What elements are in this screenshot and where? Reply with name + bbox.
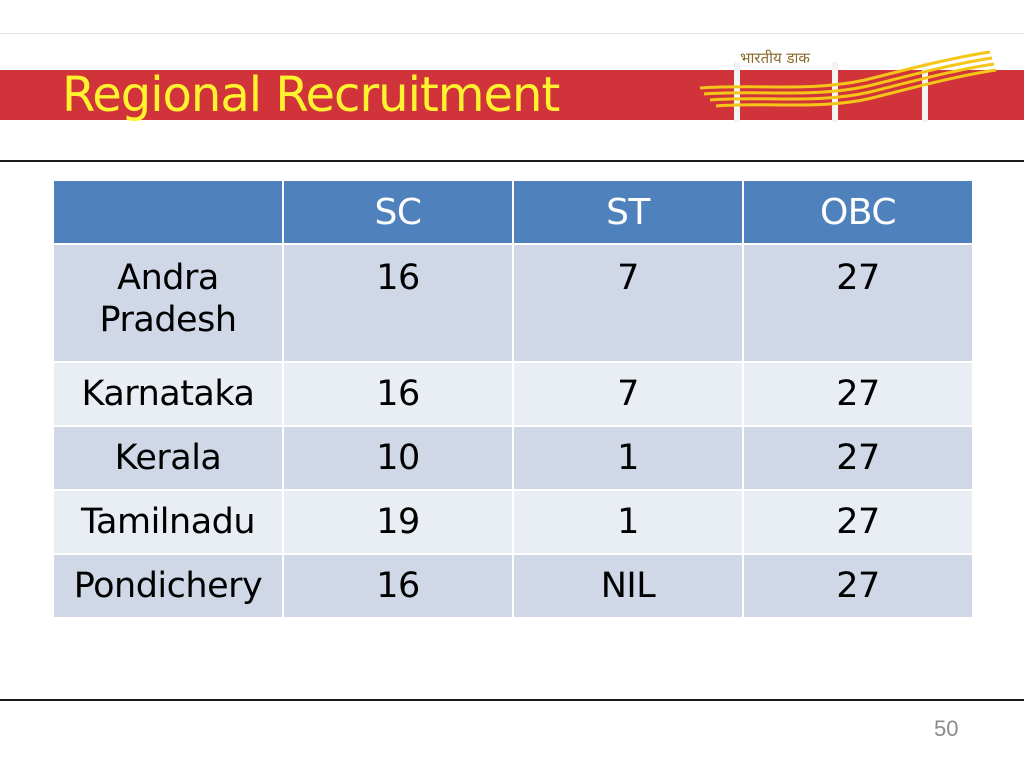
table-row: Pondichery 16 NIL 27	[52, 553, 974, 619]
cell-obc: 27	[742, 553, 974, 619]
header-divider	[0, 160, 1024, 162]
table-row: Karnataka 16 7 27	[52, 361, 974, 427]
row-region: Andra Pradesh	[52, 243, 284, 363]
logo-hindi-text: भारतीय डाक	[740, 49, 810, 67]
india-post-logo-icon	[699, 50, 997, 122]
cell-sc: 16	[282, 553, 514, 619]
row-region: Kerala	[52, 425, 284, 491]
cell-sc: 10	[282, 425, 514, 491]
page-number: 50	[934, 716, 959, 741]
row-region: Pondichery	[52, 553, 284, 619]
cell-st: 7	[512, 361, 744, 427]
header-blank	[52, 179, 284, 245]
cell-st: NIL	[512, 553, 744, 619]
header-st: ST	[512, 179, 744, 245]
recruitment-table: SC ST OBC Andra Pradesh 16 7 27 Karnatak…	[52, 179, 974, 619]
cell-sc: 19	[282, 489, 514, 555]
cell-obc: 27	[742, 361, 974, 427]
table-row: Kerala 10 1 27	[52, 425, 974, 491]
footer-divider	[0, 699, 1024, 701]
table-row: Andra Pradesh 16 7 27	[52, 243, 974, 363]
cell-st: 1	[512, 425, 744, 491]
cell-sc: 16	[282, 243, 514, 363]
table-row: Tamilnadu 19 1 27	[52, 489, 974, 555]
cell-st: 1	[512, 489, 744, 555]
row-region: Karnataka	[52, 361, 284, 427]
cell-sc: 16	[282, 361, 514, 427]
row-region: Tamilnadu	[52, 489, 284, 555]
cell-st: 7	[512, 243, 744, 363]
cell-obc: 27	[742, 489, 974, 555]
india-post-logo: भारतीय डाक	[690, 40, 1000, 122]
cell-obc: 27	[742, 243, 974, 363]
header-obc: OBC	[742, 179, 974, 245]
cell-obc: 27	[742, 425, 974, 491]
top-divider	[0, 33, 1024, 34]
slide-title: Regional Recruitment	[62, 67, 560, 123]
header-sc: SC	[282, 179, 514, 245]
table-header-row: SC ST OBC	[52, 179, 974, 245]
